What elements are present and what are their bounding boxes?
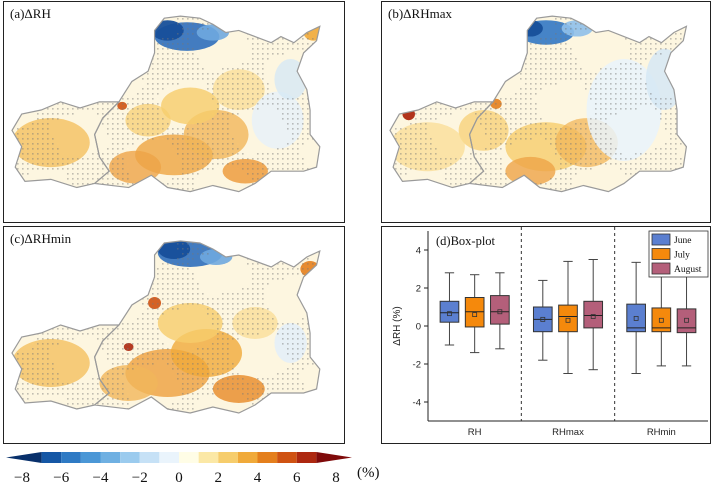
colorbar-tick-label: 0	[175, 470, 183, 486]
map-panel-rh: (a)ΔRH	[3, 1, 345, 223]
colorbar-tick-label: −8	[14, 470, 30, 486]
colorbar-tick-label: 2	[215, 470, 223, 486]
colorbar-segment	[6, 452, 42, 463]
y-tick-label: 0	[416, 322, 421, 333]
box-rhmax-august	[583, 259, 604, 371]
panel-title-c: (c)ΔRHmin	[10, 231, 72, 246]
legend-swatch	[651, 262, 671, 275]
colorbar-segment	[179, 452, 199, 463]
colorbar-segment	[61, 452, 81, 463]
boxplot-panel: 4 2 0 -2 -4 ΔRH (%) (d)Box-plot RH RHmax RHmin Jun…	[381, 226, 711, 444]
x-tick-label: RHmax	[552, 427, 584, 438]
colorbar-segment	[257, 452, 278, 463]
colorbar-segment	[120, 452, 140, 463]
colorbar-segment	[277, 452, 297, 463]
box-rhmax-june	[532, 279, 553, 361]
map-panel-rhmin: (c)ΔRHmin	[3, 226, 345, 444]
box-rhmin-july	[651, 270, 672, 367]
legend-label: June	[674, 236, 691, 246]
colorbar-tick-label: −2	[132, 470, 148, 486]
colorbar-tick-label: 8	[332, 470, 340, 486]
map-panel-rhmax: (b)ΔRHmax	[381, 1, 711, 223]
y-tick-label: 2	[416, 284, 421, 295]
y-tick-label: 4	[416, 246, 421, 257]
box-rhmax-july	[558, 260, 578, 374]
map-rhmin	[11, 240, 321, 414]
colorbar-tick-label: 6	[293, 470, 301, 486]
panel-title-b: (b)ΔRHmax	[388, 6, 452, 21]
colorbar-unit: (%)	[357, 465, 380, 481]
box-rh-august	[490, 272, 510, 350]
box-rh-july	[464, 274, 485, 354]
colorbar-segment	[139, 452, 160, 463]
colorbar: −8 −6 −4 −2 0 2 4 6 8 (%)	[6, 452, 380, 486]
legend-swatch	[651, 248, 671, 260]
colorbar-segment	[198, 452, 219, 463]
x-tick-label: RHmin	[647, 427, 676, 438]
box-rhmin-june	[626, 261, 646, 374]
colorbar-tick-label: 4	[254, 470, 262, 486]
legend-label: August	[674, 265, 702, 275]
colorbar-segment	[80, 452, 101, 463]
y-tick-label: -2	[413, 360, 421, 371]
legend-swatch	[651, 233, 671, 246]
colorbar-segment	[296, 452, 317, 463]
colorbar-segment	[159, 452, 179, 463]
boxplot-chart: 4 2 0 -2 -4 ΔRH (%) (d)Box-plot RH RHmax RHmin Jun…	[392, 227, 709, 438]
colorbar-segment	[316, 452, 352, 463]
colorbar-tick-label: −4	[93, 470, 109, 486]
chart-title: (d)Box-plot	[436, 234, 496, 248]
y-axis-label: ΔRH (%)	[392, 306, 403, 345]
map-rh	[11, 15, 321, 193]
legend: June July August	[648, 230, 709, 278]
box-rhmin-august	[676, 273, 697, 367]
colorbar-segment	[41, 452, 62, 463]
colorbar-segment	[218, 452, 238, 463]
y-tick-label: -4	[413, 398, 421, 409]
colorbar-segment	[100, 452, 121, 463]
map-rhmax	[389, 15, 688, 193]
colorbar-tick-label: −6	[53, 470, 69, 486]
box-rh-june	[439, 272, 460, 346]
legend-label: July	[674, 251, 690, 261]
colorbar-segment	[237, 452, 258, 463]
x-tick-label: RH	[468, 427, 482, 438]
panel-title-a: (a)ΔRH	[10, 6, 51, 21]
